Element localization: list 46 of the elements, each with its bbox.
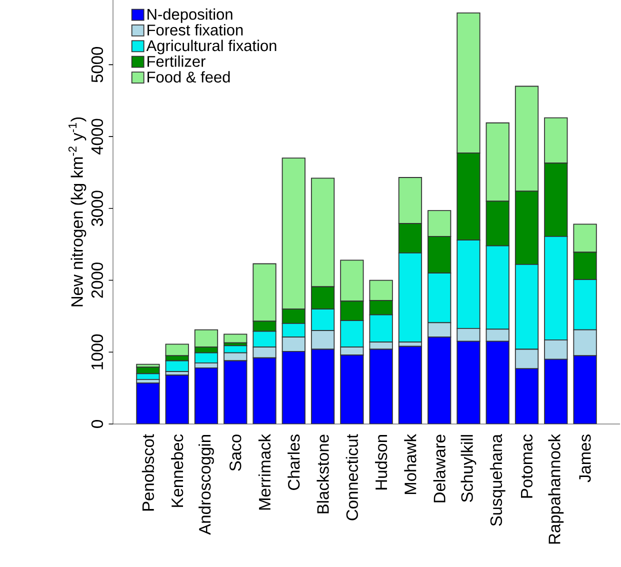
bar	[282, 350, 306, 424]
legend-label: Food & feed	[148, 71, 230, 83]
legend-label: Fertilizer	[148, 55, 206, 67]
x-tick-label: James	[579, 434, 591, 482]
bar	[514, 368, 539, 424]
bar	[428, 336, 452, 424]
bar	[369, 348, 393, 424]
bar	[456, 340, 480, 424]
bar	[165, 374, 189, 424]
x-tick-label: Potomac	[521, 434, 533, 498]
bar	[398, 346, 422, 424]
bar	[194, 367, 218, 424]
legend-label: Forest fixation	[148, 24, 243, 36]
legend-label: Agricultural fixation	[146, 40, 276, 54]
legend-label: N-deposition	[148, 8, 232, 23]
x-tick-label: Hudson	[375, 435, 388, 490]
y-tick-label: 3000	[91, 190, 104, 226]
y-axis-title: New nitrogen (kg km$^{-2}$ y$^{-1}$)	[68, 117, 86, 306]
bar	[573, 355, 597, 424]
x-tick-label: Susquehana	[490, 434, 506, 526]
y-tick-label: 1000	[91, 334, 104, 370]
bar	[252, 357, 276, 424]
x-tick-label: Rappahannock	[548, 434, 564, 544]
x-tick-label: Mohawk	[404, 434, 416, 494]
x-tick-label: Schuylkill	[460, 435, 476, 502]
x-tick-label: Saco	[230, 434, 242, 471]
x-tick-label: Androscoggin	[198, 435, 214, 535]
y-tick-label: 2000	[91, 262, 104, 298]
x-tick-label: Connecticut	[346, 434, 358, 520]
bar	[340, 354, 364, 424]
bar	[486, 340, 510, 424]
x-tick-label: Blackstone	[316, 434, 329, 514]
bar	[310, 348, 335, 424]
x-tick-label: Penobscot	[142, 434, 154, 511]
x-tick-label: Delaware	[433, 434, 446, 502]
x-tick-label: Kennebec	[171, 434, 184, 507]
y-tick-label: 5000	[91, 46, 104, 82]
x-tick-label: Merrimack	[258, 434, 271, 510]
bar	[224, 334, 248, 344]
y-tick-label: 4000	[91, 118, 104, 155]
bar	[224, 360, 248, 424]
bar	[165, 344, 189, 356]
bar	[544, 358, 568, 424]
bar	[136, 382, 160, 424]
x-tick-label: Charles	[288, 434, 300, 490]
y-tick-label: 0	[91, 420, 104, 428]
